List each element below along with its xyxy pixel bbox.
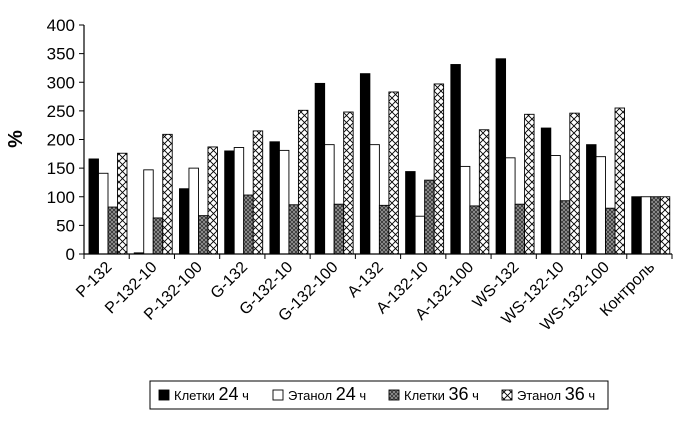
bar-2	[506, 158, 515, 254]
bar-1	[89, 159, 99, 254]
bar-4	[344, 112, 354, 254]
bar-4	[660, 197, 670, 254]
bar-1	[225, 151, 235, 254]
legend-name: Клетки	[174, 388, 218, 403]
bar-4	[479, 130, 489, 254]
bar-3	[606, 208, 616, 254]
x-category-label: A-132	[345, 259, 387, 301]
bar-1	[270, 142, 280, 254]
bar-3	[289, 205, 299, 254]
y-axis-ticks: 0 50 100 150 200 250 300 350 400	[47, 16, 84, 264]
legend-number: 24	[218, 384, 238, 404]
bar-2	[234, 148, 244, 254]
bar-1	[632, 197, 642, 254]
y-tick-label: 150	[47, 159, 75, 178]
bar-3	[515, 204, 525, 254]
bar-4	[163, 134, 173, 254]
bar-2	[551, 156, 561, 254]
legend-swatch	[502, 390, 512, 400]
bar-4	[434, 84, 444, 254]
y-tick-label: 100	[47, 188, 75, 207]
bar-3	[153, 218, 163, 254]
bar-2	[325, 145, 335, 254]
legend-swatch	[389, 390, 399, 400]
bar-4	[615, 108, 625, 254]
bar-1	[451, 65, 461, 254]
bar-1	[360, 74, 370, 254]
y-tick-label: 0	[66, 245, 75, 264]
legend-number: 36	[565, 384, 585, 404]
bar-4	[389, 92, 399, 254]
bar-4	[570, 113, 580, 254]
bar-2	[641, 197, 651, 254]
legend-unit: ч	[356, 388, 366, 403]
y-tick-label: 300	[47, 73, 75, 92]
bar-3	[651, 197, 661, 254]
legend-name: Этанол	[517, 388, 565, 403]
bar-3	[379, 205, 389, 254]
bars	[89, 59, 670, 254]
bar-2	[144, 170, 154, 254]
bar-2	[415, 216, 425, 254]
bar-3	[334, 204, 344, 254]
legend-name: Этанол	[288, 388, 336, 403]
legend-name: Клетки	[404, 388, 448, 403]
bar-1	[315, 83, 325, 254]
y-tick-label: 350	[47, 45, 75, 64]
x-axis-categories: P-132P-132-10P-132-100G-132G-132-10G-132…	[73, 254, 672, 334]
bar-4	[208, 147, 218, 254]
bar-2	[99, 173, 109, 254]
bar-3	[560, 201, 570, 254]
legend-number: 24	[336, 384, 356, 404]
bar-3	[470, 206, 480, 254]
bar-3	[244, 195, 254, 254]
legend: Клетки 24 чЭтанол 24 чКлетки 36 чЭтанол …	[150, 381, 608, 409]
bar-1	[587, 145, 597, 254]
y-axis-label: %	[5, 130, 27, 148]
bar-4	[525, 114, 535, 254]
y-tick-label: 250	[47, 102, 75, 121]
legend-unit: ч	[585, 388, 595, 403]
legend-swatch	[159, 390, 169, 400]
bar-3	[198, 216, 208, 254]
y-tick-label: 400	[47, 16, 75, 35]
bar-1	[541, 128, 551, 254]
legend-number: 36	[448, 384, 468, 404]
bar-2	[370, 145, 380, 254]
x-category-label: G-132	[208, 259, 252, 303]
y-tick-label: 50	[56, 216, 75, 235]
legend-swatch	[273, 390, 283, 400]
bar-2	[596, 157, 606, 254]
legend-unit: ч	[469, 388, 479, 403]
bar-2	[460, 166, 470, 254]
y-tick-label: 200	[47, 131, 75, 150]
bar-4	[253, 131, 263, 254]
legend-unit: ч	[239, 388, 249, 403]
bar-4	[298, 110, 308, 254]
x-category-label: P-132	[73, 259, 115, 301]
bar-1	[406, 172, 416, 254]
bar-2	[279, 150, 289, 254]
bar-3	[425, 180, 435, 254]
bar-2	[189, 168, 199, 254]
bar-3	[108, 207, 118, 254]
bar-4	[118, 153, 128, 254]
bar-1	[179, 189, 189, 254]
bar-1	[496, 59, 506, 254]
